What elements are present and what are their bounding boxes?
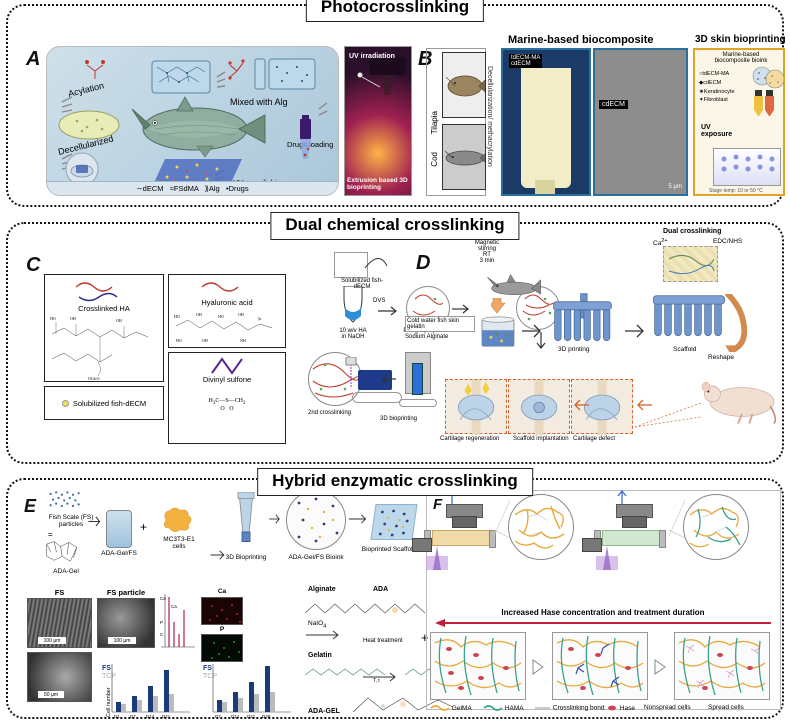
svg-text:Ca: Ca: [160, 596, 166, 601]
svg-text:Acylation: Acylation: [67, 80, 105, 99]
svg-text:HO: HO: [50, 316, 56, 321]
svg-text:D28: D28: [262, 714, 271, 719]
svg-text:OH: OH: [238, 312, 244, 317]
svg-text:HO: HO: [176, 338, 182, 343]
svg-text:D1: D1: [114, 714, 120, 719]
svg-text:D14: D14: [146, 714, 155, 719]
svg-text:Ca: Ca: [171, 604, 177, 609]
svg-text:OH: OH: [116, 318, 122, 323]
svg-text:D21: D21: [162, 714, 171, 719]
svg-text:C: C: [160, 632, 164, 637]
svg-text:FS: FS: [102, 665, 111, 672]
svg-text:D7: D7: [130, 714, 136, 719]
svg-text:TCP: TCP: [102, 673, 116, 680]
svg-text:HO: HO: [174, 314, 180, 319]
svg-text:FS: FS: [203, 665, 212, 672]
svg-text:HO: HO: [218, 314, 224, 319]
svg-text:NH: NH: [240, 338, 246, 343]
svg-text:OGlcO: OGlcO: [88, 376, 100, 381]
svg-text:OH: OH: [70, 316, 76, 321]
svg-text:OH: OH: [196, 312, 202, 317]
svg-text:Cell number: Cell number: [106, 687, 112, 717]
svg-text:D21: D21: [247, 714, 256, 719]
svg-text:OH: OH: [202, 338, 208, 343]
svg-text:Mixed with Alg: Mixed with Alg: [230, 97, 288, 107]
svg-text:]n: ]n: [258, 316, 261, 321]
svg-text:P: P: [160, 620, 163, 625]
svg-text:D14: D14: [231, 714, 240, 719]
svg-text:TCP: TCP: [203, 673, 217, 680]
svg-text:D7: D7: [215, 714, 221, 719]
